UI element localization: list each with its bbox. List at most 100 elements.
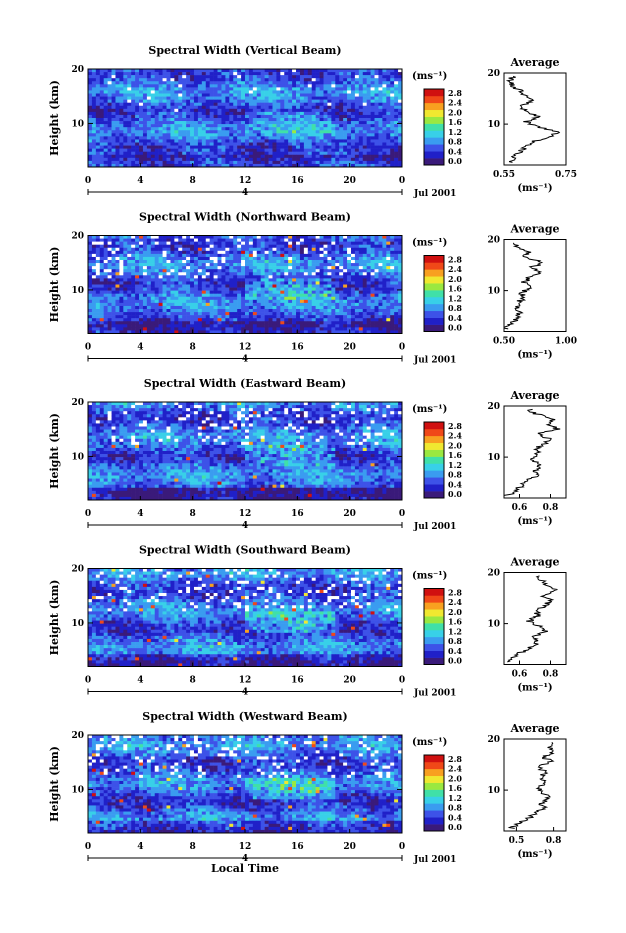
heatmap-cell: [218, 278, 222, 281]
heatmap-cell: [324, 269, 328, 272]
heatmap-cell: [320, 139, 324, 142]
heatmap-cell: [253, 312, 257, 315]
heatmap-cell: [143, 248, 147, 251]
heatmap-cell: [343, 139, 347, 142]
heatmap-cell: [367, 152, 371, 155]
heatmap-cell: [343, 321, 347, 324]
heatmap-cell: [221, 136, 225, 139]
heatmap-cell: [127, 106, 131, 109]
heatmap-cell: [355, 127, 359, 130]
heatmap-cell: [194, 100, 198, 103]
heatmap-cell: [304, 291, 308, 294]
heatmap-cell: [355, 294, 359, 297]
heatmap-cell: [147, 281, 151, 284]
heatmap-cell: [147, 127, 151, 130]
heatmap-cell: [292, 288, 296, 291]
heatmap-cell: [112, 146, 116, 149]
heatmap-cell: [304, 254, 308, 257]
heatmap-cell: [108, 242, 112, 245]
heatmap-cell: [100, 306, 104, 309]
heatmap-cell: [304, 143, 308, 146]
heatmap-cell: [269, 306, 273, 309]
heatmap-cell: [229, 124, 233, 127]
heatmap-cell: [112, 97, 116, 100]
heatmap-cell: [218, 312, 222, 315]
heatmap-cell: [284, 158, 288, 161]
heatmap-cell: [390, 242, 394, 245]
heatmap-cell: [174, 288, 178, 291]
heatmap-cell: [202, 321, 206, 324]
heatmap-cell: [151, 272, 155, 275]
heatmap-cell: [182, 146, 186, 149]
heatmap-cell: [159, 143, 163, 146]
heatmap-cell: [359, 149, 363, 152]
heatmap-cell: [186, 291, 190, 294]
heatmap-cell: [127, 94, 131, 97]
x-tick-label: 16: [291, 176, 304, 186]
heatmap-cell: [394, 291, 398, 294]
heatmap-cell: [265, 257, 269, 260]
heatmap-cell: [312, 127, 316, 130]
heatmap-cell: [233, 97, 237, 100]
heatmap-cell: [347, 251, 351, 254]
heatmap-cell: [249, 263, 253, 266]
heatmap-cell: [194, 245, 198, 248]
heatmap-cell: [269, 100, 273, 103]
heatmap-cell: [112, 115, 116, 118]
colorbar-swatch: [424, 110, 444, 117]
heatmap-cell: [229, 306, 233, 309]
heatmap-cell: [308, 146, 312, 149]
heatmap-cell: [296, 84, 300, 87]
heatmap-cell: [308, 112, 312, 115]
heatmap-cell: [347, 155, 351, 158]
heatmap-cell: [304, 152, 308, 155]
heatmap-cell: [186, 118, 190, 121]
heatmap-cell: [284, 127, 288, 130]
heatmap-cell: [190, 87, 194, 90]
heatmap-cell: [96, 115, 100, 118]
heatmap-cell: [210, 236, 214, 239]
heatmap-cell: [375, 294, 379, 297]
heatmap-cell: [249, 75, 253, 78]
heatmap-cell: [100, 149, 104, 152]
heatmap-cell: [100, 248, 104, 251]
heatmap-cell: [367, 97, 371, 100]
heatmap-cell: [115, 312, 119, 315]
heatmap-cell: [237, 239, 241, 242]
heatmap-cell: [390, 84, 394, 87]
heatmap-cell: [135, 146, 139, 149]
heatmap-cell: [386, 158, 390, 161]
heatmap-cell: [367, 269, 371, 272]
heatmap-cell: [131, 306, 135, 309]
heatmap-cell: [359, 242, 363, 245]
heatmap-cell: [139, 239, 143, 242]
heatmap-cell: [202, 251, 206, 254]
heatmap-cell: [355, 321, 359, 324]
heatmap-cell: [190, 75, 194, 78]
heatmap-cell: [257, 266, 261, 269]
heatmap-cell: [206, 97, 210, 100]
heatmap-cell: [339, 236, 343, 239]
heatmap-cell: [131, 294, 135, 297]
heatmap-cell: [371, 266, 375, 269]
heatmap-cell: [229, 324, 233, 327]
heatmap-cell: [155, 251, 159, 254]
heatmap-cell: [218, 269, 222, 272]
heatmap-cell: [182, 315, 186, 318]
heatmap-cell: [261, 318, 265, 321]
heatmap-cell: [123, 278, 127, 281]
heatmap-cell: [159, 158, 163, 161]
heatmap-cell: [272, 248, 276, 251]
heatmap-cell: [257, 257, 261, 260]
heatmap-cell: [92, 109, 96, 112]
heatmap-cell: [284, 124, 288, 127]
heatmap-cell: [245, 312, 249, 315]
heatmap-cell: [382, 87, 386, 90]
heatmap-cell: [139, 112, 143, 115]
heatmap-cell: [308, 106, 312, 109]
heatmap-cell: [316, 281, 320, 284]
heatmap-cell: [253, 248, 257, 251]
heatmap-cell: [265, 161, 269, 164]
heatmap-cell: [347, 97, 351, 100]
heatmap-cell: [210, 300, 214, 303]
